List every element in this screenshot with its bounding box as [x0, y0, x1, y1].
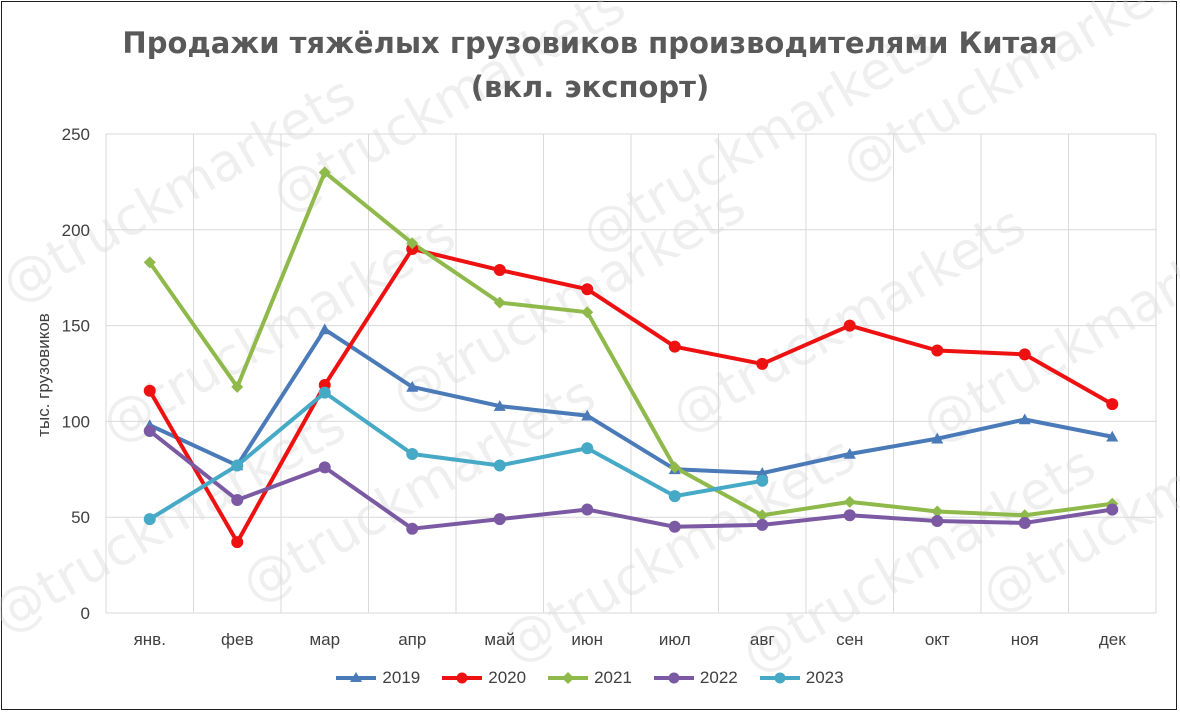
data-point-2021	[143, 256, 156, 269]
y-tick-label: 100	[62, 412, 90, 431]
legend-label: 2019	[382, 668, 421, 687]
legend: 2019 2020 2021 2022 2023	[0, 668, 1180, 688]
x-tick-label: июл	[659, 630, 691, 649]
x-tick-label: фев	[221, 630, 253, 649]
x-tick-label: мар	[309, 630, 340, 649]
data-point-2021	[581, 306, 594, 319]
data-point-2023	[318, 386, 331, 399]
x-tick-label: июн	[571, 630, 603, 649]
data-point-2019	[843, 447, 856, 459]
data-point-2023	[406, 447, 419, 460]
data-point-2020	[1018, 348, 1031, 361]
y-tick-label: 50	[71, 508, 90, 527]
legend-item-2022: 2022	[653, 668, 738, 688]
data-point-2019	[756, 467, 769, 478]
data-point-2019	[1018, 413, 1031, 425]
y-tick-label: 200	[62, 221, 90, 240]
x-tick-label: окт	[925, 630, 950, 649]
data-point-2019	[1106, 430, 1119, 442]
data-point-2022	[406, 522, 419, 535]
data-point-2021	[931, 505, 944, 518]
x-tick-label: сен	[836, 630, 863, 649]
data-point-2019	[406, 380, 419, 392]
data-point-2022	[231, 493, 244, 506]
legend-marker-icon	[759, 672, 800, 684]
data-point-2021	[231, 380, 244, 393]
legend-marker-icon	[442, 672, 483, 684]
series-line-2019	[147, 327, 1115, 476]
data-point-2019	[931, 432, 944, 444]
data-point-2020	[143, 384, 156, 397]
data-point-2020	[581, 283, 594, 296]
x-tick-label: май	[484, 630, 515, 649]
data-point-2022	[1106, 503, 1119, 516]
x-tick-label: янв.	[134, 630, 166, 649]
data-point-2022	[668, 520, 681, 533]
x-tick-label: ноя	[1011, 630, 1039, 649]
legend-label: 2020	[488, 668, 527, 687]
legend-item-2021: 2021	[548, 668, 632, 688]
data-point-2019	[493, 400, 506, 411]
legend-item-2023: 2023	[759, 668, 844, 688]
legend-marker-icon	[548, 672, 589, 684]
data-point-2023	[231, 459, 244, 472]
chart-title: Продажи тяжёлых грузовиков производителя…	[122, 26, 1058, 60]
data-point-2022	[493, 513, 506, 526]
data-point-2022	[143, 424, 156, 437]
data-point-2020	[1106, 398, 1119, 411]
data-point-2021	[318, 166, 331, 179]
legend-label: 2021	[594, 668, 632, 687]
series-line-2020	[147, 246, 1115, 545]
data-point-2020	[756, 357, 769, 370]
legend-marker-icon	[336, 672, 377, 682]
data-point-2020	[668, 340, 681, 353]
data-point-2021	[843, 495, 856, 508]
y-tick-label: 150	[62, 317, 90, 336]
data-point-2022	[931, 515, 944, 528]
data-point-2022	[756, 518, 769, 531]
series-line-2022	[147, 428, 1115, 531]
y-tick-label: 250	[62, 125, 90, 144]
legend-label: 2022	[699, 668, 738, 687]
series-line-2021	[147, 170, 1115, 518]
data-point-2020	[493, 264, 506, 277]
data-point-2023	[581, 442, 594, 455]
data-point-2022	[581, 503, 594, 516]
legend-marker-icon	[653, 672, 694, 684]
x-tick-label: апр	[398, 630, 426, 649]
data-point-2023	[143, 513, 156, 526]
data-point-2022	[318, 461, 331, 474]
data-point-2019	[318, 323, 331, 335]
data-point-2021	[668, 461, 681, 474]
data-point-2023	[493, 459, 506, 472]
legend-item-2020: 2020	[442, 668, 526, 688]
data-point-2021	[493, 296, 506, 309]
data-point-2022	[1018, 516, 1031, 529]
data-point-2020	[931, 344, 944, 357]
data-point-2021	[756, 509, 769, 522]
data-point-2020	[231, 536, 244, 549]
chart-subtitle: (вкл. экспорт)	[470, 70, 710, 104]
data-point-2021	[406, 237, 419, 250]
data-point-2020	[843, 319, 856, 332]
data-point-2022	[843, 509, 856, 522]
legend-label: 2023	[805, 668, 844, 687]
data-point-2023	[756, 474, 769, 487]
data-point-2023	[668, 490, 681, 503]
x-tick-label: дек	[1099, 630, 1126, 649]
y-tick-label: 0	[81, 604, 90, 623]
x-tick-label: авг	[750, 630, 775, 649]
legend-item-2019: 2019	[336, 668, 420, 688]
data-point-2019	[581, 409, 594, 421]
series-line-2023	[147, 390, 765, 522]
